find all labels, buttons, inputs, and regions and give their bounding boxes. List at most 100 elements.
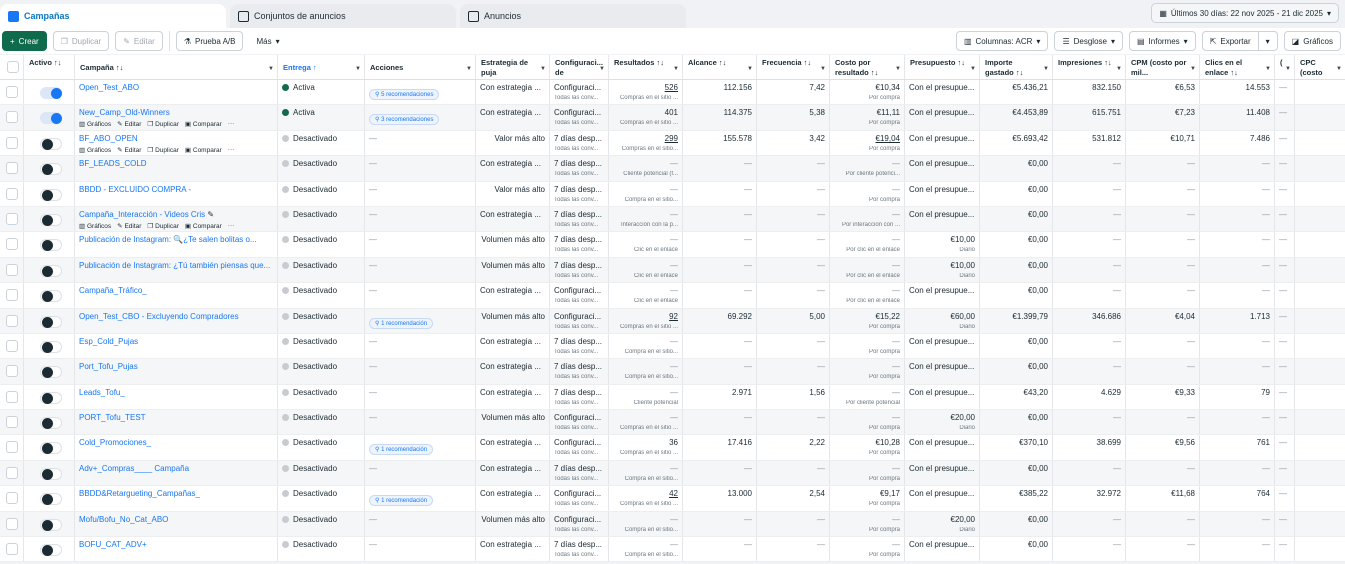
row-checkbox[interactable]	[6, 136, 18, 149]
duplicate-link[interactable]: ❐ Duplicar	[147, 222, 178, 230]
campaign-name-link[interactable]: Open_Test_CBO - Excluyendo Compradores	[79, 311, 239, 321]
chevron-down-icon[interactable]: ▼	[540, 66, 546, 72]
export-menu-button[interactable]: ▾	[1258, 31, 1278, 51]
charts-link[interactable]: ▥ Gráficos	[79, 120, 111, 128]
more-link[interactable]: ···	[228, 146, 235, 154]
duplicate-button[interactable]: ❐ Duplicar	[52, 31, 110, 51]
column-header[interactable]: Campaña ↑↓ ▼	[75, 55, 278, 79]
edit-link[interactable]: ✎ Editar	[117, 120, 141, 128]
active-toggle[interactable]	[40, 417, 62, 430]
edit-button[interactable]: ✎ Editar	[115, 31, 163, 51]
campaign-name-link[interactable]: Esp_Cold_Pujas	[79, 336, 139, 346]
recommendations-badge[interactable]: ⚲ 3 recomendaciones	[369, 114, 440, 126]
active-toggle[interactable]	[40, 340, 62, 353]
edit-link[interactable]: ✎ Editar	[117, 222, 141, 230]
chevron-down-icon[interactable]: ▼	[1043, 66, 1049, 72]
campaign-name-link[interactable]: PORT_Tofu_TEST	[79, 413, 146, 423]
campaign-name-link[interactable]: BOFU_CAT_ADV+	[79, 540, 147, 550]
campaign-name-link[interactable]: BF_LEADS_COLD	[79, 159, 147, 169]
compare-link[interactable]: ▣ Comparar	[185, 120, 222, 128]
more-link[interactable]: ···	[228, 120, 235, 128]
chevron-down-icon[interactable]: ▼	[1336, 66, 1342, 72]
ab-test-button[interactable]: ⚗ Prueba A/B	[175, 31, 244, 51]
row-checkbox[interactable]	[6, 441, 18, 454]
column-header[interactable]: Clics en el enlace ↑↓ ▼	[1200, 55, 1275, 79]
row-checkbox[interactable]	[6, 111, 18, 124]
table-row[interactable]: PORT_Tofu_TEST Desactivado — Volumen más al…	[0, 410, 1345, 436]
table-row[interactable]: Open_Test_CBO - Excluyendo Compradores De…	[0, 308, 1345, 334]
campaign-name-link[interactable]: Leads_Tofu_	[79, 387, 125, 397]
campaign-name-link[interactable]: BBDD&Retargueting_Campañas_	[79, 489, 200, 499]
row-checkbox[interactable]	[6, 263, 18, 276]
table-row[interactable]: Mofu/Bofu_No_Cat_ABO Desactivado — Volumen …	[0, 511, 1345, 538]
chevron-down-icon[interactable]: ▼	[355, 66, 361, 72]
column-header[interactable]: Frecuencia ↑↓ ▼	[757, 55, 830, 79]
campaign-name-link[interactable]: Publicación de Instagram: ¿Tú también pi…	[79, 260, 271, 270]
tab-adsets[interactable]: Conjuntos de anuncios	[230, 4, 456, 28]
column-header[interactable]: Importe gastado ↑↓ ▼	[980, 55, 1053, 79]
row-checkbox[interactable]	[6, 416, 18, 429]
chevron-down-icon[interactable]: ▼	[895, 66, 901, 72]
chevron-down-icon[interactable]: ▼	[1116, 66, 1122, 72]
row-checkbox[interactable]	[6, 162, 18, 175]
table-row[interactable]: Adv+_Compras____ Campaña Desactivado — Con …	[0, 460, 1345, 487]
active-toggle[interactable]	[40, 442, 62, 455]
edit-link[interactable]: ✎ Editar	[117, 146, 141, 154]
table-row[interactable]: BF_ABO_OPEN ▥ Gráficos ✎ Editar ❐ Duplicar ▣…	[0, 130, 1345, 157]
active-toggle[interactable]	[40, 391, 62, 404]
campaign-name-link[interactable]: Publicación de Instagram: 🔍¿Te salen bol…	[79, 235, 257, 245]
column-header[interactable]: CPC (costo por clic en ▼	[1295, 55, 1345, 79]
recommendations-badge[interactable]: ⚲ 1 recomendación	[369, 317, 434, 329]
row-checkbox[interactable]	[6, 492, 18, 505]
chevron-down-icon[interactable]: ▼	[1190, 66, 1196, 72]
campaign-name-link[interactable]: BF_ABO_OPEN	[79, 133, 138, 143]
table-row[interactable]: New_Camp_Old-Winners ▥ Gráficos ✎ Editar ❐ …	[0, 105, 1345, 131]
reports-button[interactable]: ▤ Informes ▾	[1128, 31, 1196, 51]
campaign-name-link[interactable]: Open_Test_ABO	[79, 83, 140, 92]
row-checkbox[interactable]	[6, 365, 18, 378]
chevron-down-icon[interactable]: ▼	[466, 66, 472, 72]
table-row[interactable]: BOFU_CAT_ADV+ Desactivado — Con estrategia …	[0, 537, 1345, 563]
recommendations-badge[interactable]: ⚲ 1 recomendación	[369, 444, 434, 456]
active-toggle[interactable]	[40, 315, 62, 328]
duplicate-link[interactable]: ❐ Duplicar	[147, 146, 178, 154]
create-button[interactable]: + Crear	[2, 31, 47, 51]
chevron-down-icon[interactable]: ▼	[747, 66, 753, 72]
row-checkbox[interactable]	[6, 517, 18, 530]
column-header[interactable]: (▼	[1275, 55, 1295, 79]
campaign-name-link[interactable]: BBDD - EXCLUIDO COMPRA -	[79, 184, 192, 194]
row-checkbox[interactable]	[6, 543, 18, 556]
column-header[interactable]: Impresiones ↑↓ ▼	[1053, 55, 1126, 79]
compare-link[interactable]: ▣ Comparar	[185, 146, 222, 154]
active-toggle[interactable]	[40, 493, 62, 506]
table-row[interactable]: BBDD - EXCLUIDO COMPRA - Desactivado — Valo…	[0, 181, 1345, 207]
chevron-down-icon[interactable]: ▼	[599, 66, 605, 72]
column-header[interactable]: CPM (costo por mil... ▼	[1126, 55, 1200, 79]
campaign-name-link[interactable]: Mofu/Bofu_No_Cat_ABO	[79, 514, 169, 524]
campaign-name-link[interactable]: Adv+_Compras____ Campaña	[79, 463, 190, 473]
active-toggle[interactable]	[40, 112, 62, 125]
column-header[interactable]: Alcance ↑↓ ▼	[683, 55, 757, 79]
table-row[interactable]: Leads_Tofu_ Desactivado — Con estrategia ..…	[0, 384, 1345, 411]
export-button[interactable]: ⇱ Exportar	[1201, 31, 1259, 51]
more-link[interactable]: ···	[228, 222, 235, 230]
table-row[interactable]: BBDD&Retargueting_Campañas_ Desactivado ⚲ …	[0, 486, 1345, 512]
column-header[interactable]: Presupuesto ↑↓ ▼	[905, 55, 980, 79]
chevron-down-icon[interactable]: ▼	[1265, 66, 1271, 72]
active-toggle[interactable]	[40, 163, 62, 176]
column-header[interactable]: Acciones ▼	[365, 55, 476, 79]
column-header[interactable]	[0, 55, 24, 79]
column-header[interactable]: Entrega ↑ ▼	[278, 55, 365, 79]
row-checkbox[interactable]	[6, 339, 18, 352]
campaign-name-link[interactable]: New_Camp_Old-Winners	[79, 108, 170, 118]
chevron-down-icon[interactable]: ▼	[673, 66, 679, 72]
column-header[interactable]: Activo ↑↓	[24, 55, 75, 79]
campaign-name-link[interactable]: Campaña_Interacción - Videos Cris	[79, 209, 206, 219]
breakdown-button[interactable]: ☰ Desglose ▾	[1054, 31, 1123, 51]
duplicate-link[interactable]: ❐ Duplicar	[147, 120, 178, 128]
active-toggle[interactable]	[40, 544, 62, 557]
table-row[interactable]: BF_LEADS_COLD Desactivado — Con estrategia …	[0, 156, 1345, 182]
recommendations-badge[interactable]: ⚲ 5 recomendaciones	[369, 89, 440, 100]
column-header[interactable]: Costo por resultado ↑↓ ▼	[830, 55, 905, 79]
active-toggle[interactable]	[40, 213, 62, 226]
